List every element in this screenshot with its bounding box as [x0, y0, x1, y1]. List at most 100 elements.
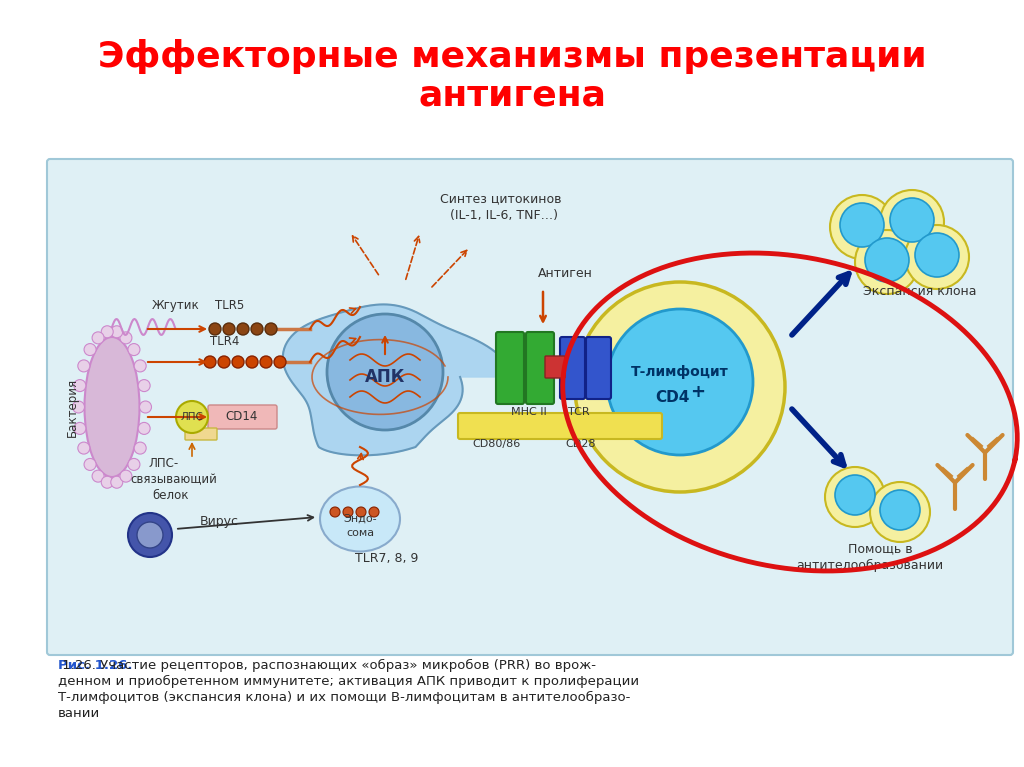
- Text: Синтез цитокинов: Синтез цитокинов: [440, 192, 561, 205]
- Circle shape: [607, 309, 753, 455]
- Text: АПК: АПК: [365, 368, 406, 386]
- Ellipse shape: [85, 337, 139, 477]
- Text: TLR5: TLR5: [215, 299, 245, 312]
- Circle shape: [84, 344, 96, 356]
- Circle shape: [855, 230, 919, 294]
- Circle shape: [128, 459, 140, 470]
- Circle shape: [870, 482, 930, 542]
- Text: денном и приобретенном иммунитете; активация АПК приводит к пролиферации: денном и приобретенном иммунитете; актив…: [58, 675, 639, 688]
- Circle shape: [830, 195, 894, 259]
- FancyBboxPatch shape: [526, 332, 554, 404]
- Circle shape: [73, 401, 85, 413]
- Polygon shape: [283, 304, 512, 456]
- Circle shape: [138, 423, 151, 434]
- FancyBboxPatch shape: [208, 405, 278, 429]
- Circle shape: [265, 323, 278, 335]
- Text: +: +: [690, 383, 706, 401]
- Text: Рис. 1.26.: Рис. 1.26.: [58, 659, 132, 672]
- Text: CD14: CD14: [226, 410, 258, 423]
- Circle shape: [369, 507, 379, 517]
- Circle shape: [134, 360, 146, 372]
- Circle shape: [915, 233, 959, 277]
- Text: антителообразовании: антителообразовании: [797, 559, 943, 572]
- Text: Бактерия: Бактерия: [66, 377, 79, 436]
- Circle shape: [218, 356, 230, 368]
- Circle shape: [120, 470, 132, 482]
- Text: CD4: CD4: [654, 390, 689, 404]
- Text: Эффекторные механизмы презентации: Эффекторные механизмы презентации: [97, 39, 927, 74]
- Circle shape: [78, 360, 90, 372]
- FancyBboxPatch shape: [586, 337, 611, 399]
- FancyBboxPatch shape: [47, 159, 1013, 655]
- Circle shape: [74, 380, 86, 392]
- Circle shape: [138, 380, 151, 392]
- Circle shape: [128, 344, 140, 356]
- Text: 1.26. Участие рецепторов, распознающих «образ» микробов (PRR) во врож-: 1.26. Участие рецепторов, распознающих «…: [58, 659, 596, 672]
- Circle shape: [835, 475, 874, 515]
- Text: Помощь в: Помощь в: [848, 542, 912, 555]
- Circle shape: [865, 238, 909, 282]
- Circle shape: [880, 190, 944, 254]
- Circle shape: [343, 507, 353, 517]
- Circle shape: [92, 470, 104, 482]
- Text: TCR: TCR: [568, 407, 590, 417]
- Circle shape: [120, 332, 132, 344]
- Text: Т-лимфоцит: Т-лимфоцит: [631, 365, 729, 379]
- Text: связывающий: связывающий: [130, 473, 217, 486]
- Circle shape: [101, 476, 114, 489]
- Circle shape: [890, 198, 934, 242]
- Circle shape: [111, 476, 123, 489]
- Text: вании: вании: [58, 707, 100, 720]
- Circle shape: [128, 513, 172, 557]
- Text: TLR4: TLR4: [210, 335, 240, 348]
- Text: Жгутик: Жгутик: [152, 299, 200, 312]
- Circle shape: [260, 356, 272, 368]
- Circle shape: [223, 323, 234, 335]
- Text: белок: белок: [152, 489, 188, 502]
- Ellipse shape: [319, 486, 400, 551]
- Circle shape: [905, 225, 969, 289]
- Text: CD80/86: CD80/86: [472, 439, 520, 449]
- Circle shape: [327, 314, 443, 430]
- Text: Вирус: Вирус: [200, 515, 239, 528]
- FancyBboxPatch shape: [496, 332, 524, 404]
- Text: Антиген: Антиген: [538, 267, 593, 280]
- Text: CD28: CD28: [565, 439, 596, 449]
- Circle shape: [209, 323, 221, 335]
- FancyBboxPatch shape: [458, 413, 662, 439]
- Circle shape: [74, 423, 86, 434]
- Text: TLR7, 8, 9: TLR7, 8, 9: [355, 552, 419, 565]
- Text: Т-лимфоцитов (экспансия клона) и их помощи В-лимфоцитам в антителообразо-: Т-лимфоцитов (экспансия клона) и их помо…: [58, 691, 631, 704]
- Circle shape: [356, 507, 366, 517]
- Text: ЛПС-: ЛПС-: [148, 457, 178, 470]
- Circle shape: [204, 356, 216, 368]
- Circle shape: [246, 356, 258, 368]
- Text: Эндо-: Эндо-: [343, 514, 377, 524]
- Circle shape: [101, 326, 114, 337]
- Circle shape: [251, 323, 263, 335]
- Circle shape: [232, 356, 244, 368]
- FancyBboxPatch shape: [560, 337, 585, 399]
- Circle shape: [84, 459, 96, 470]
- Circle shape: [137, 522, 163, 548]
- Circle shape: [825, 467, 885, 527]
- Circle shape: [330, 507, 340, 517]
- Text: ЛПС: ЛПС: [180, 412, 204, 422]
- FancyBboxPatch shape: [545, 356, 565, 378]
- Circle shape: [575, 282, 785, 492]
- Circle shape: [176, 401, 208, 433]
- Text: сома: сома: [346, 528, 374, 538]
- Circle shape: [139, 401, 152, 413]
- Circle shape: [880, 490, 920, 530]
- Circle shape: [111, 326, 123, 337]
- Circle shape: [78, 442, 90, 454]
- Text: (IL-1, IL-6, TNF…): (IL-1, IL-6, TNF…): [450, 209, 558, 222]
- Circle shape: [134, 442, 146, 454]
- Text: MHC II: MHC II: [511, 407, 547, 417]
- FancyBboxPatch shape: [185, 428, 217, 440]
- Circle shape: [92, 332, 104, 344]
- Circle shape: [237, 323, 249, 335]
- Text: Экспансия клона: Экспансия клона: [863, 285, 977, 298]
- Circle shape: [840, 203, 884, 247]
- Text: антигена: антигена: [418, 78, 606, 112]
